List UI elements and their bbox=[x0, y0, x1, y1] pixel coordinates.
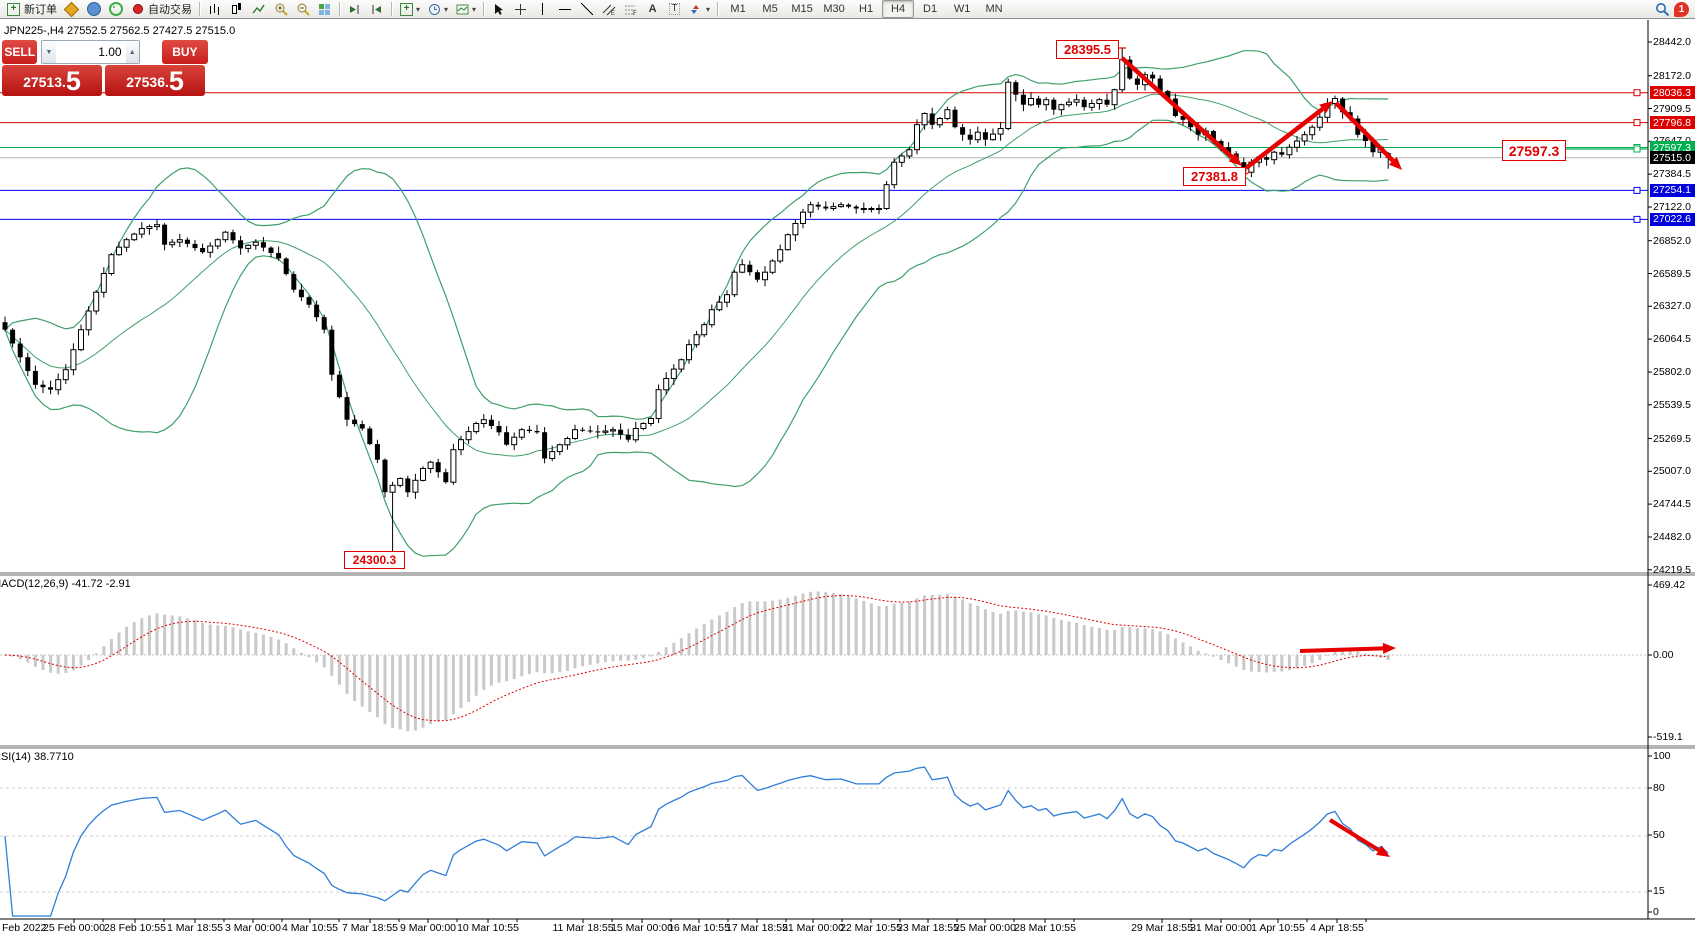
period-button[interactable]: ▾ bbox=[424, 1, 451, 17]
trendline-icon bbox=[579, 2, 594, 17]
toolbar-separator bbox=[391, 2, 392, 16]
arrows-icon bbox=[689, 2, 704, 17]
trendline-button[interactable] bbox=[576, 1, 597, 17]
profile-icon bbox=[86, 2, 101, 17]
template-icon bbox=[455, 2, 470, 17]
buy-price-big-digit: 5 bbox=[168, 66, 184, 96]
horizontal-line-button[interactable] bbox=[554, 1, 575, 17]
price-annotation-label[interactable]: 24300.3 bbox=[344, 551, 405, 569]
zoom-out-button[interactable] bbox=[292, 1, 313, 17]
chart-canvas[interactable] bbox=[0, 20, 1695, 935]
tf-button-M5[interactable]: M5 bbox=[762, 3, 778, 15]
notifications-icon[interactable]: 1 bbox=[1674, 1, 1689, 17]
price-annotation-label[interactable]: 27597.3 bbox=[1502, 140, 1566, 161]
toolbar-right: 1 bbox=[1655, 1, 1695, 17]
tf-button-H1[interactable]: H1 bbox=[859, 3, 874, 15]
add-indicator-icon: + bbox=[399, 2, 414, 17]
svg-text:E: E bbox=[611, 11, 615, 16]
buy-price-display[interactable]: 27536. 5 bbox=[105, 65, 205, 96]
sell-price-big-digit: 5 bbox=[65, 66, 81, 96]
text-label-button[interactable]: T bbox=[664, 1, 685, 17]
auto-scroll-button[interactable] bbox=[366, 1, 387, 17]
lot-size-input[interactable] bbox=[55, 41, 126, 63]
cursor-button[interactable] bbox=[488, 1, 509, 17]
template-button[interactable]: ▾ bbox=[452, 1, 479, 17]
svg-text:F: F bbox=[633, 11, 637, 16]
price-annotation-label[interactable]: 27381.8 bbox=[1183, 167, 1246, 186]
tile-windows-icon bbox=[317, 2, 332, 17]
autotrade-button[interactable]: 自动交易 bbox=[127, 1, 195, 17]
vertical-line-button[interactable] bbox=[532, 1, 553, 17]
tf-button-M30[interactable]: M30 bbox=[823, 3, 845, 15]
crosshair-icon bbox=[513, 2, 528, 17]
lot-size-box: ▼ ▲ bbox=[41, 40, 140, 64]
zoom-out-icon bbox=[295, 2, 310, 17]
text-icon: A bbox=[648, 3, 657, 15]
timeframe-group: M1 M5 M15 M30 H1 H4 D1 W1 MN bbox=[722, 0, 1010, 18]
toolbar: + 新订单 自动交易 + ▾ ▾ ▾ bbox=[0, 0, 1695, 19]
tf-button-MN[interactable]: MN bbox=[985, 3, 1003, 15]
zoom-in-icon bbox=[273, 2, 288, 17]
sell-price-display[interactable]: 27513. 5 bbox=[2, 65, 102, 96]
buy-price-main: 27536 bbox=[126, 74, 165, 90]
signal-button[interactable] bbox=[105, 1, 126, 17]
buy-price-dot: . bbox=[165, 74, 169, 90]
tile-windows-button[interactable] bbox=[314, 1, 335, 17]
fibonacci-icon: F bbox=[623, 2, 638, 17]
channel-button[interactable]: E bbox=[598, 1, 619, 17]
toolbar-separator bbox=[483, 2, 485, 16]
add-indicator-button[interactable]: + ▾ bbox=[396, 1, 423, 17]
price-annotation-label[interactable]: 28395.5 bbox=[1056, 40, 1119, 59]
chart-area: JPN225-,H4 27552.5 27562.5 27427.5 27515… bbox=[0, 20, 1695, 935]
toolbar-separator bbox=[339, 2, 340, 16]
lot-decrease-button[interactable]: ▼ bbox=[42, 41, 56, 63]
auto-scroll-icon bbox=[369, 2, 384, 17]
search-icon[interactable] bbox=[1655, 2, 1670, 17]
tf-button-M15[interactable]: M15 bbox=[791, 3, 813, 15]
sell-price-dot: . bbox=[62, 74, 66, 90]
candle-chart-icon bbox=[229, 2, 244, 17]
text-button[interactable]: A bbox=[642, 1, 663, 17]
cursor-icon bbox=[491, 2, 506, 17]
shift-chart-button[interactable] bbox=[344, 1, 365, 17]
candle-chart-button[interactable] bbox=[226, 1, 247, 17]
toolbar-separator bbox=[199, 2, 200, 16]
vertical-line-icon bbox=[535, 2, 550, 17]
signal-icon bbox=[108, 2, 123, 17]
tf-button-W1[interactable]: W1 bbox=[953, 3, 971, 15]
buy-button[interactable]: BUY bbox=[161, 40, 208, 64]
tf-button-D1[interactable]: D1 bbox=[923, 3, 938, 15]
market-watch-button[interactable] bbox=[61, 1, 82, 17]
text-label-icon: T bbox=[669, 3, 680, 15]
tf-button-M1[interactable]: M1 bbox=[730, 3, 746, 15]
lot-increase-button[interactable]: ▲ bbox=[125, 41, 139, 63]
new-order-button[interactable]: + 新订单 bbox=[3, 1, 60, 17]
crosshair-button[interactable] bbox=[510, 1, 531, 17]
profile-button[interactable] bbox=[83, 1, 104, 17]
autotrade-status-icon bbox=[130, 2, 145, 17]
sell-price-main: 27513 bbox=[23, 74, 62, 90]
toolbar-separator bbox=[717, 2, 719, 16]
zoom-in-button[interactable] bbox=[270, 1, 291, 17]
period-clock-icon bbox=[427, 2, 442, 17]
tf-button-H4[interactable]: H4 bbox=[882, 0, 915, 18]
arrows-button[interactable]: ▾ bbox=[686, 1, 713, 17]
line-chart-icon bbox=[251, 2, 266, 17]
new-order-label: 新订单 bbox=[24, 4, 57, 16]
new-order-icon: + bbox=[6, 2, 21, 17]
bar-chart-icon bbox=[207, 2, 222, 17]
fibonacci-button[interactable]: F bbox=[620, 1, 641, 17]
line-chart-button[interactable] bbox=[248, 1, 269, 17]
autotrade-label: 自动交易 bbox=[148, 4, 192, 16]
horizontal-line-icon bbox=[557, 2, 572, 17]
market-watch-icon bbox=[63, 1, 80, 17]
sell-button[interactable]: SELL bbox=[2, 40, 38, 64]
channel-icon: E bbox=[601, 2, 616, 17]
bar-chart-button[interactable] bbox=[204, 1, 225, 17]
one-click-trading-panel: SELL ▼ ▲ BUY 27513.5 27536.5 bbox=[2, 40, 208, 96]
shift-chart-icon bbox=[347, 2, 362, 17]
